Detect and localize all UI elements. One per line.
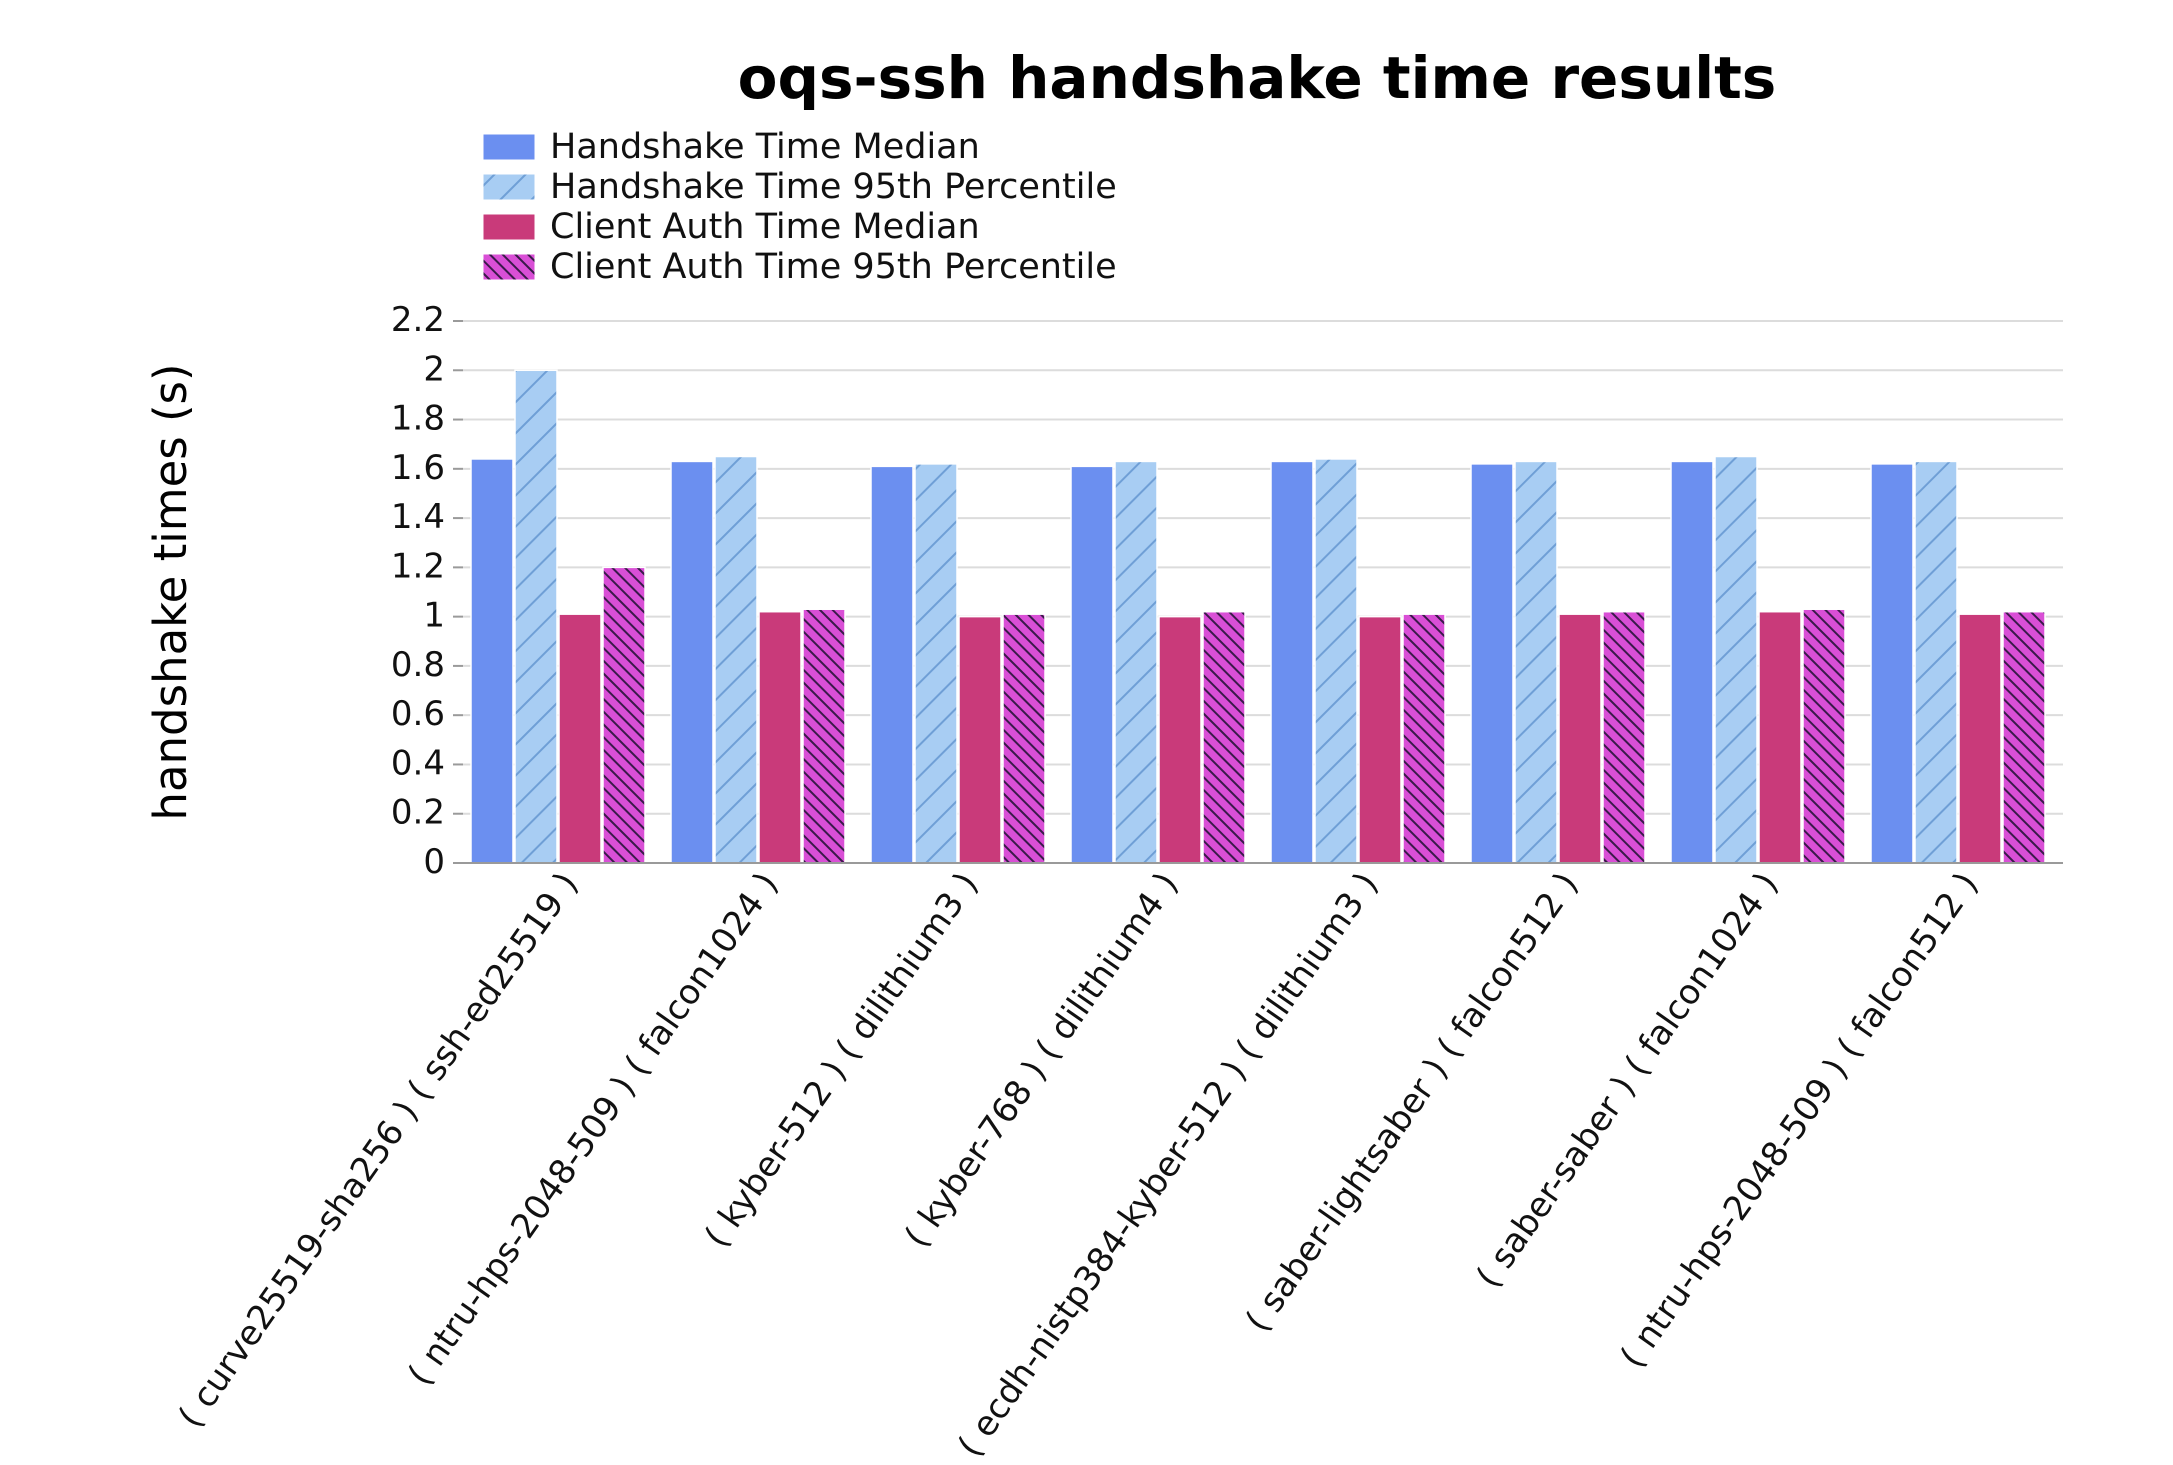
bar-client-auth-time-median [958, 615, 1002, 864]
bar-handshake-time-95th-percentile [714, 455, 758, 864]
bar-handshake-time-95th-percentile [1714, 455, 1758, 864]
y-tick-label: 0.8 [391, 645, 445, 685]
x-axis-ticks: ( curve25519-sha256 ) ( ssh-ed25519 )( n… [171, 865, 1987, 1464]
y-tick-label: 2.2 [391, 300, 445, 340]
legend-label: Handshake Time 95th Percentile [550, 167, 1117, 207]
bar-client-auth-time-95th-percentile [1802, 608, 1846, 864]
x-tick-label: ( ntru-hps-2048-509 ) ( falcon512 ) [1612, 865, 1986, 1375]
y-tick-label: 1.6 [391, 448, 445, 488]
bar-handshake-time-median [670, 460, 714, 864]
bar-handshake-time-median [1870, 463, 1914, 864]
bar-client-auth-time-median [1158, 615, 1202, 864]
bar-handshake-time-95th-percentile [914, 463, 958, 864]
y-axis-label: handshake times (s) [144, 363, 197, 820]
bar-client-auth-time-95th-percentile [1202, 610, 1246, 864]
x-tick-label: ( ecdh-nistp384-kyber-512 ) ( dilithium3… [950, 865, 1386, 1464]
legend-label: Client Auth Time Median [550, 207, 980, 247]
bar-handshake-time-95th-percentile [1914, 460, 1958, 864]
y-axis-ticks: 0 0.2 0.4 0.6 0.8 1 1.2 1.4 1.6 1.8 2 2.2 [391, 300, 463, 882]
legend-label: Client Auth Time 95th Percentile [550, 247, 1117, 287]
legend-label: Handshake Time Median [550, 127, 980, 167]
bar-client-auth-time-median [758, 610, 802, 864]
bar-client-auth-time-95th-percentile [802, 608, 846, 864]
y-tick-label: 1.2 [391, 546, 445, 586]
bar-handshake-time-median [1270, 460, 1314, 864]
chart-title: oqs-ssh handshake time results [738, 44, 1777, 112]
bar-client-auth-time-95th-percentile [1002, 613, 1046, 864]
bar-client-auth-time-95th-percentile [2002, 610, 2046, 864]
legend-swatch [482, 253, 536, 281]
bar-handshake-time-median [870, 465, 914, 864]
bar-client-auth-time-95th-percentile [602, 566, 646, 864]
x-tick-label: ( saber-lightsaber ) ( falcon512 ) [1238, 865, 1587, 1339]
bar-client-auth-time-95th-percentile [1402, 613, 1446, 864]
y-tick-label: 0 [423, 842, 445, 882]
bar-client-auth-time-median [1558, 613, 1602, 864]
y-tick-label: 0.4 [391, 743, 445, 783]
bar-handshake-time-median [1470, 463, 1514, 864]
bar-handshake-time-median [1070, 465, 1114, 864]
y-tick-label: 1 [423, 596, 445, 636]
y-tick-label: 2 [423, 349, 445, 389]
y-tick-label: 1.8 [391, 399, 445, 439]
bar-handshake-time-95th-percentile [1114, 460, 1158, 864]
bar-handshake-time-median [470, 458, 514, 864]
bar-client-auth-time-median [558, 613, 602, 864]
bar-client-auth-time-95th-percentile [1602, 610, 1646, 864]
bar-handshake-time-95th-percentile [1314, 458, 1358, 864]
y-tick-label: 0.2 [391, 793, 445, 833]
legend-swatch [482, 173, 536, 201]
bar-client-auth-time-median [1958, 613, 2002, 864]
legend-swatch [482, 133, 536, 161]
bar-client-auth-time-median [1758, 610, 1802, 864]
y-tick-label: 1.4 [391, 497, 445, 537]
y-tick-label: 0.6 [391, 694, 445, 734]
bar-handshake-time-95th-percentile [1514, 460, 1558, 864]
x-tick-label: ( curve25519-sha256 ) ( ssh-ed25519 ) [171, 865, 587, 1435]
legend-swatch [482, 213, 536, 241]
bar-handshake-time-median [1670, 460, 1714, 864]
bar-client-auth-time-median [1358, 615, 1402, 864]
x-tick-label: ( ntru-hps-2048-509 ) ( falcon1024 ) [400, 865, 786, 1393]
bar-handshake-time-95th-percentile [514, 369, 558, 864]
bars [470, 369, 2046, 864]
